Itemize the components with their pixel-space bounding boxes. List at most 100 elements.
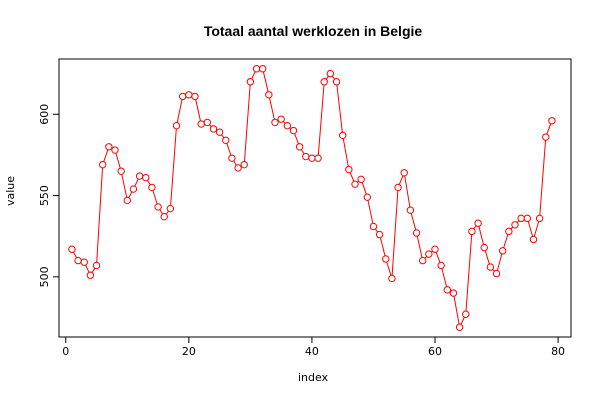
data-point xyxy=(548,117,556,125)
x-axis: 0 20 40 60 80 xyxy=(62,337,565,358)
data-point xyxy=(92,261,101,270)
series-line-segment xyxy=(336,84,343,133)
data-point xyxy=(462,310,470,318)
data-point xyxy=(142,173,150,182)
series-line-segment xyxy=(503,234,509,248)
series-line-segment xyxy=(361,182,367,195)
data-point xyxy=(314,154,322,162)
data-point xyxy=(252,65,261,73)
data-point xyxy=(117,167,125,175)
data-point xyxy=(222,136,230,144)
series-line-segment xyxy=(453,296,460,325)
data-point xyxy=(529,235,538,244)
x-tick-label: 80 xyxy=(551,345,565,358)
series-line-segment xyxy=(391,190,399,276)
data-point xyxy=(111,146,119,154)
data-point xyxy=(431,245,439,253)
data-point xyxy=(523,214,532,223)
series-line-segment xyxy=(233,160,237,166)
data-point xyxy=(486,263,495,271)
data-point xyxy=(382,255,390,263)
series-line-segment xyxy=(103,149,109,162)
data-point xyxy=(105,143,113,151)
series-line-segment xyxy=(527,221,534,237)
plot-frame xyxy=(58,58,572,338)
data-point xyxy=(375,230,384,239)
series-line-segment xyxy=(165,210,169,215)
series-line-segment xyxy=(251,71,256,80)
series-line-segment xyxy=(379,237,386,256)
data-point xyxy=(406,206,415,214)
data-point xyxy=(505,227,513,236)
series-line-segment xyxy=(441,268,448,287)
x-tick-label: 0 xyxy=(62,345,69,358)
data-point xyxy=(197,120,205,128)
series-line-segment xyxy=(91,267,96,273)
data-point xyxy=(338,131,347,140)
data-point xyxy=(326,69,335,78)
data-point xyxy=(542,133,550,141)
x-tick-label: 60 xyxy=(428,345,442,358)
x-axis-label: index xyxy=(298,371,329,384)
data-point xyxy=(240,160,248,169)
data-point xyxy=(234,164,242,172)
data-point xyxy=(320,78,328,86)
series-line-segment xyxy=(317,84,325,156)
data-point xyxy=(332,78,341,86)
data-point xyxy=(492,269,501,278)
data-point xyxy=(517,214,525,223)
data-point xyxy=(185,91,193,99)
data-point xyxy=(283,121,292,130)
series-line-segment xyxy=(546,123,552,135)
data-point xyxy=(425,250,433,258)
data-point xyxy=(209,125,218,133)
series-line-segment xyxy=(73,251,77,259)
data-point xyxy=(277,115,285,123)
series-line-segment xyxy=(349,172,355,182)
series-line-segment xyxy=(435,252,441,263)
data-point xyxy=(345,165,353,174)
series-line-segment xyxy=(195,99,201,122)
series-line-segment xyxy=(386,261,392,276)
data-point xyxy=(443,286,452,294)
y-axis: 500 550 600 xyxy=(38,104,59,287)
series-line-segment xyxy=(128,191,133,198)
y-tick-label: 550 xyxy=(38,185,51,206)
chart-title: Totaal aantal werklozen in Belgie xyxy=(204,23,423,39)
data-point xyxy=(437,261,445,270)
series-line-segment xyxy=(478,226,484,245)
series-line-segment xyxy=(410,213,417,230)
data-point xyxy=(178,92,187,101)
data-point xyxy=(308,154,316,162)
data-point xyxy=(215,128,224,136)
series-line-segment xyxy=(262,71,269,92)
series-line-segment xyxy=(484,250,490,265)
data-point xyxy=(148,183,156,192)
data-point xyxy=(357,175,365,184)
data-point xyxy=(246,78,255,86)
series-line-segment xyxy=(533,221,540,237)
series-line-segment xyxy=(473,225,477,230)
y-tick-label: 500 xyxy=(38,266,51,287)
series-line-segment xyxy=(460,316,465,325)
series-line-segment xyxy=(416,235,423,258)
series-line-segment xyxy=(243,84,251,162)
data-point xyxy=(172,121,181,130)
series-line-segment xyxy=(367,200,374,224)
series-line-segment xyxy=(374,228,379,233)
series-line-segment xyxy=(331,75,336,80)
data-point xyxy=(498,247,507,255)
data-point xyxy=(68,245,76,253)
series-line-segment xyxy=(221,134,225,139)
data-point xyxy=(135,172,144,180)
series-line-segment xyxy=(294,133,299,144)
series-line-segment xyxy=(404,175,411,208)
data-point xyxy=(388,274,396,283)
data-point xyxy=(203,118,212,127)
data-point xyxy=(468,227,476,236)
series-line-segment xyxy=(170,128,177,206)
data-point xyxy=(129,185,138,193)
data-point xyxy=(228,154,236,162)
data-point xyxy=(166,204,175,213)
